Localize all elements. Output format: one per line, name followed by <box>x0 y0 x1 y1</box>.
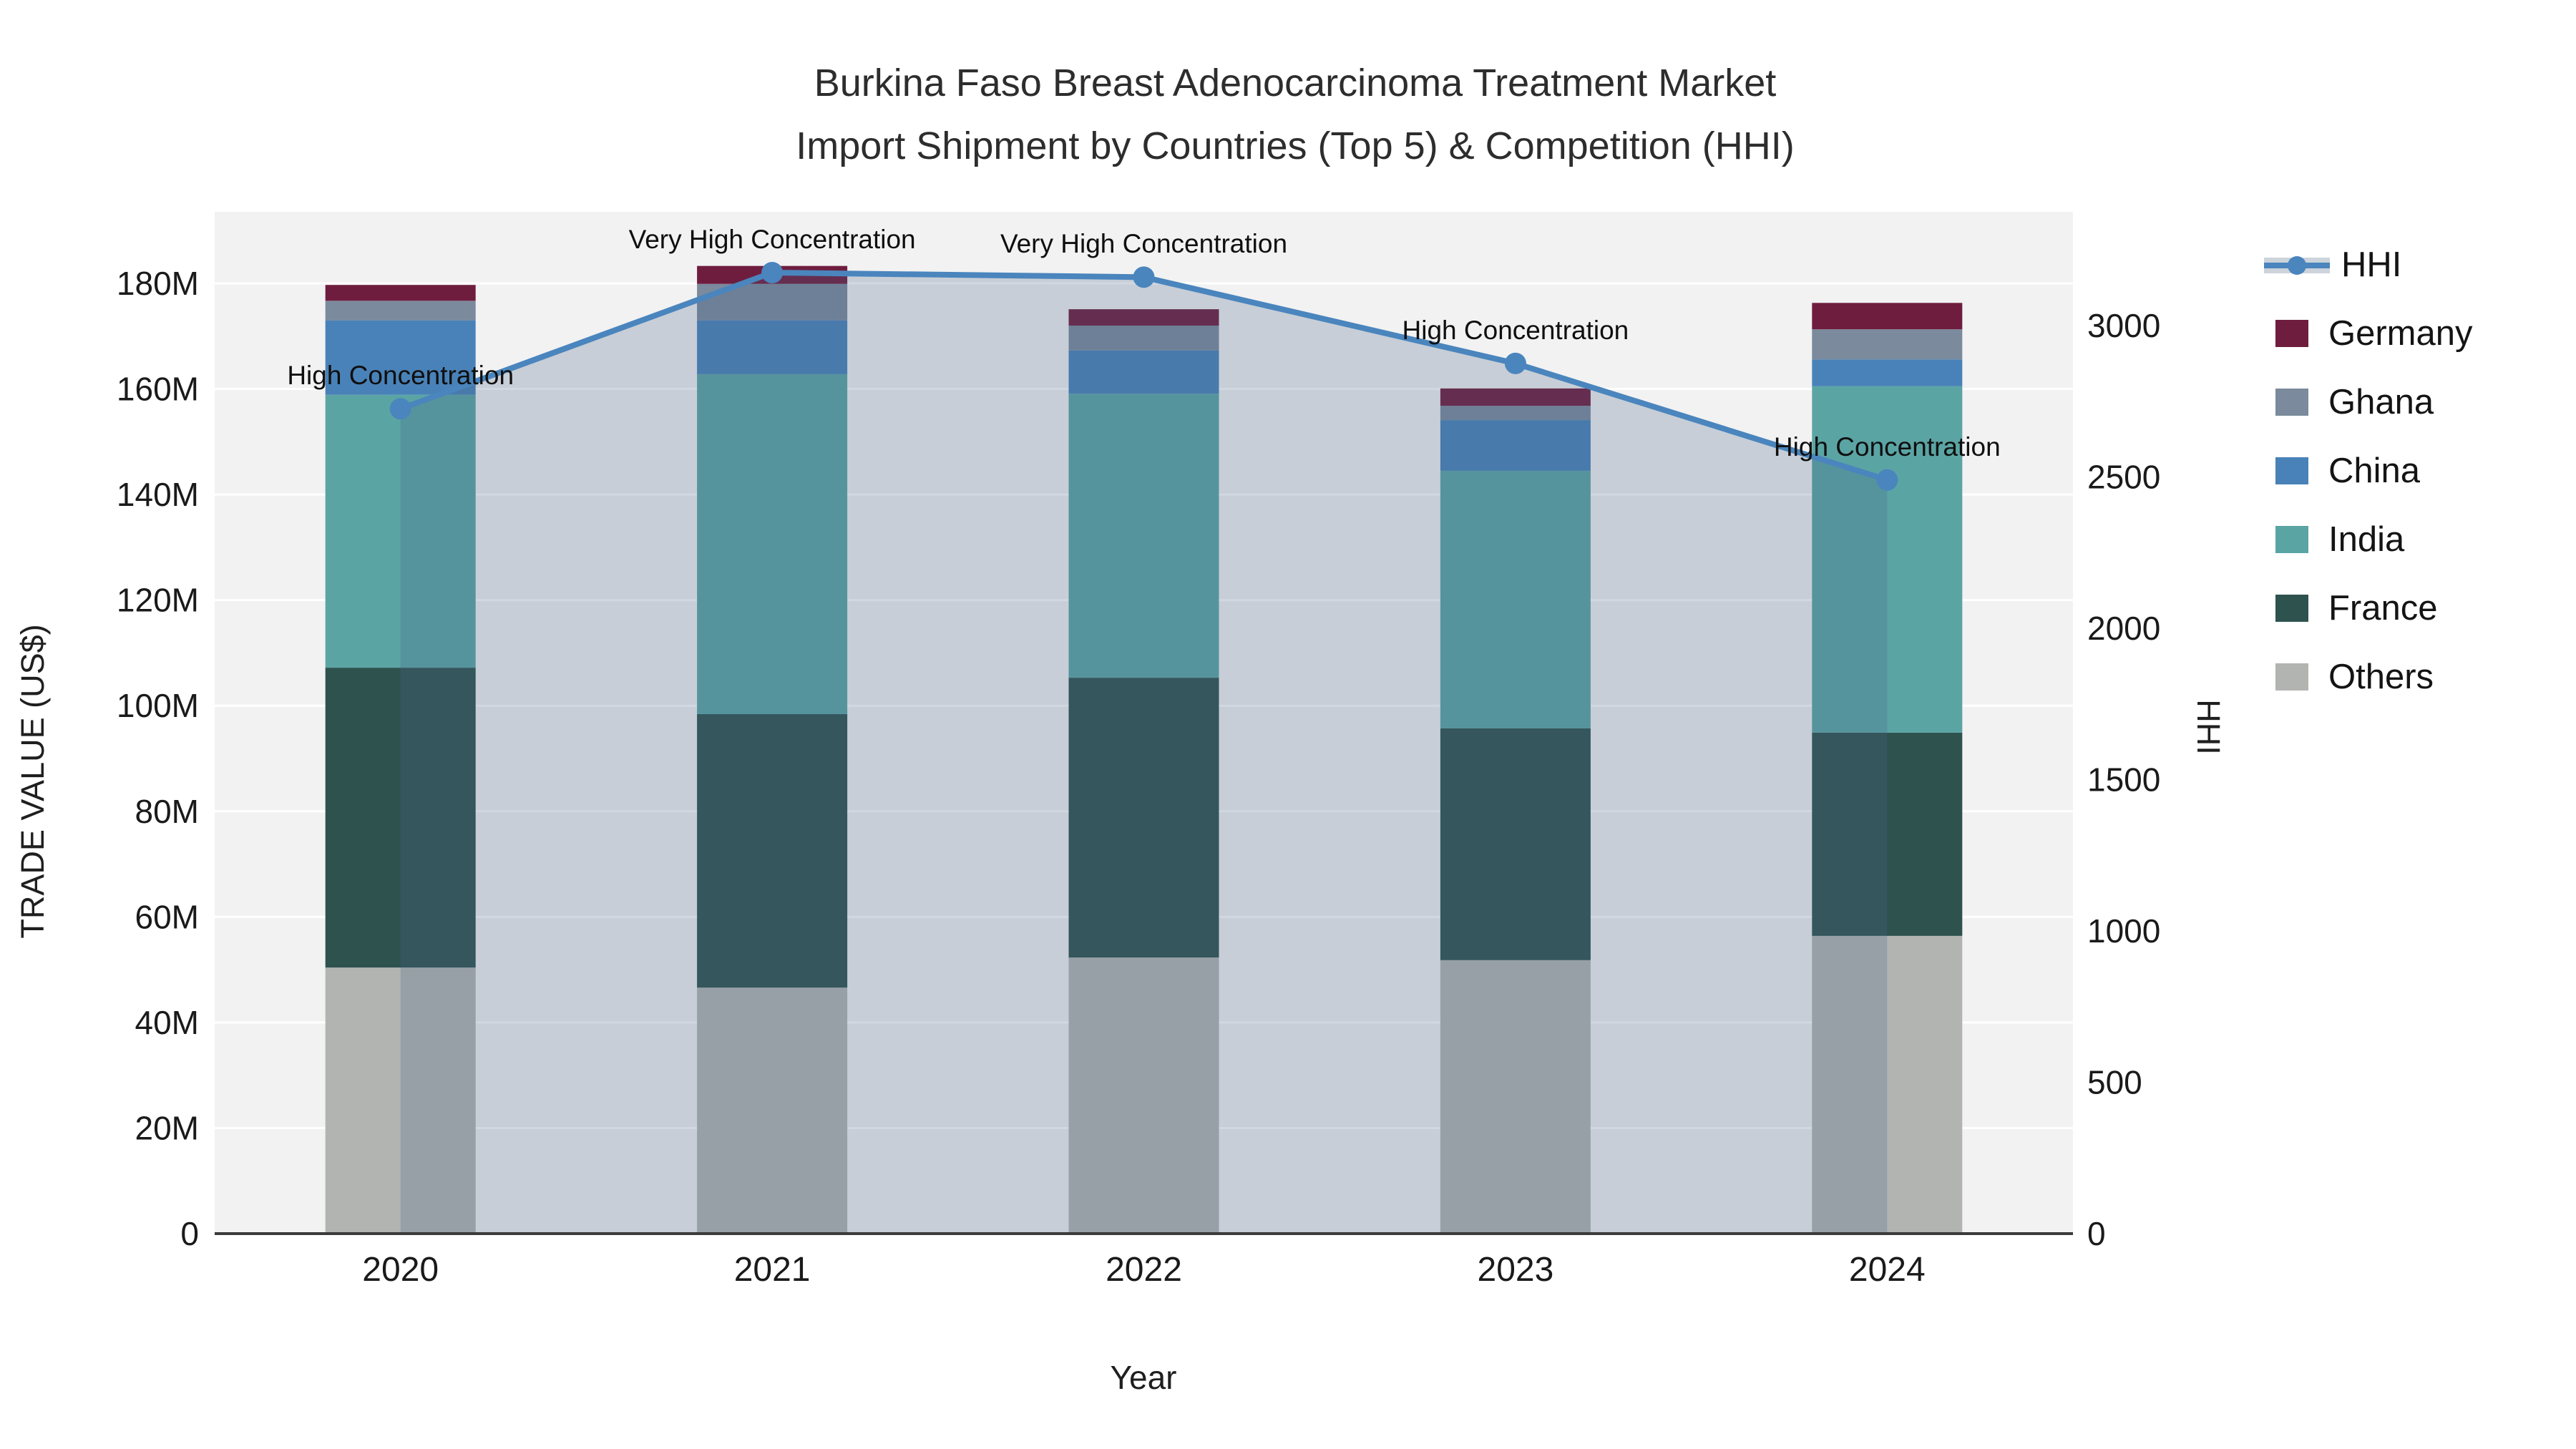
hhi-line-icon <box>2264 251 2330 278</box>
y-left-tick-label: 40M <box>135 1004 199 1041</box>
y-right-tick-label: 0 <box>2087 1215 2106 1252</box>
bar-segment-france-2023[interactable] <box>1440 728 1591 960</box>
y-left-tick-label: 140M <box>117 476 199 513</box>
bar-segment-france-2024[interactable] <box>1812 732 1963 936</box>
bar-segment-china-2024[interactable] <box>1812 359 1963 386</box>
legend-item-china[interactable]: China <box>2275 436 2473 505</box>
chart-title-line2: Import Shipment by Countries (Top 5) & C… <box>796 125 1795 167</box>
annotation-2021: Very High Concentration <box>628 224 916 254</box>
x-axis-title: Year <box>1110 1359 1177 1396</box>
x-tick-label-2024: 2024 <box>1849 1251 1926 1289</box>
bar-segment-india-2023[interactable] <box>1440 470 1591 728</box>
hhi-marker-2024[interactable] <box>1876 469 1898 491</box>
bar-segment-others-2020[interactable] <box>325 967 476 1234</box>
bar-segment-france-2022[interactable] <box>1068 678 1219 958</box>
legend-label-india: India <box>2328 520 2405 559</box>
legend-label-ghana: Ghana <box>2328 383 2434 421</box>
y-right-tick-label: 1000 <box>2087 912 2160 950</box>
legend-item-ghana[interactable]: Ghana <box>2275 368 2473 436</box>
bar-segment-france-2020[interactable] <box>325 668 476 968</box>
bar-segment-others-2021[interactable] <box>697 987 848 1234</box>
legend-swatch-ghana <box>2275 389 2308 416</box>
y-left-tick-label: 120M <box>117 582 199 619</box>
y-left-tick-label: 160M <box>117 371 199 408</box>
bar-segment-france-2021[interactable] <box>697 714 848 988</box>
annotation-2024: High Concentration <box>1773 431 2001 462</box>
bar-segment-germany-2024[interactable] <box>1812 303 1963 330</box>
legend: HHI Germany Ghana China India France Others <box>2264 230 2473 711</box>
chart-title: Burkina Faso Breast Adenocarcinoma Treat… <box>508 52 2082 177</box>
bar-segment-india-2020[interactable] <box>325 394 476 668</box>
bar-segment-ghana-2024[interactable] <box>1812 329 1963 360</box>
bar-segment-others-2023[interactable] <box>1440 960 1591 1234</box>
y-left-tick-label: 60M <box>135 898 199 935</box>
hhi-marker-2021[interactable] <box>761 261 784 283</box>
x-tick-label-2020: 2020 <box>362 1251 439 1289</box>
legend-item-india[interactable]: India <box>2275 505 2473 574</box>
annotation-2020: High Concentration <box>287 361 514 391</box>
legend-label-germany: Germany <box>2328 314 2473 353</box>
y-right-tick-label: 1500 <box>2087 761 2160 799</box>
legend-item-hhi[interactable]: HHI <box>2264 230 2473 299</box>
x-tick-label-2022: 2022 <box>1106 1251 1182 1289</box>
bar-segment-china-2020[interactable] <box>325 320 476 395</box>
chart-title-line1: Burkina Faso Breast Adenocarcinoma Treat… <box>814 62 1777 104</box>
y-left-tick-label: 0 <box>180 1215 199 1252</box>
hhi-marker-2023[interactable] <box>1504 352 1526 374</box>
y-right-tick-label: 3000 <box>2087 307 2160 344</box>
y-right-tick-label: 500 <box>2087 1064 2142 1101</box>
bar-segment-india-2022[interactable] <box>1068 394 1219 678</box>
legend-label-hhi: HHI <box>2341 245 2402 284</box>
bar-segment-china-2022[interactable] <box>1068 350 1219 394</box>
bar-segment-others-2022[interactable] <box>1068 957 1219 1234</box>
y-left-tick-label: 20M <box>135 1109 199 1146</box>
bar-segment-ghana-2023[interactable] <box>1440 406 1591 421</box>
bar-segment-germany-2020[interactable] <box>325 285 476 301</box>
hhi-marker-2022[interactable] <box>1133 266 1155 288</box>
bar-segment-germany-2022[interactable] <box>1068 309 1219 326</box>
bar-segment-india-2024[interactable] <box>1812 386 1963 733</box>
hhi-area-fill <box>400 272 1888 1234</box>
bar-segment-china-2023[interactable] <box>1440 420 1591 471</box>
legend-label-france: France <box>2328 589 2438 628</box>
bar-segment-ghana-2022[interactable] <box>1068 326 1219 351</box>
y-left-tick-label: 180M <box>117 265 199 302</box>
legend-swatch-india <box>2275 526 2308 553</box>
legend-label-china: China <box>2328 452 2421 490</box>
y-left-tick-label: 100M <box>117 687 199 724</box>
hhi-marker-2020[interactable] <box>389 398 411 420</box>
legend-swatch-france <box>2275 595 2308 622</box>
legend-item-germany[interactable]: Germany <box>2275 299 2473 368</box>
legend-swatch-others <box>2275 663 2308 691</box>
legend-item-france[interactable]: France <box>2275 574 2473 643</box>
bar-segment-china-2021[interactable] <box>697 320 848 374</box>
bar-segment-india-2021[interactable] <box>697 374 848 715</box>
legend-swatch-china <box>2275 457 2308 484</box>
bar-segment-ghana-2020[interactable] <box>325 301 476 321</box>
legend-item-others[interactable]: Others <box>2275 643 2473 711</box>
x-tick-label-2021: 2021 <box>734 1251 811 1289</box>
y-right-tick-label: 2000 <box>2087 610 2160 647</box>
annotation-2023: High Concentration <box>1402 315 1629 345</box>
annotation-2022: Very High Concentration <box>1000 229 1288 259</box>
bar-segment-others-2024[interactable] <box>1812 935 1963 1234</box>
x-tick-label-2023: 2023 <box>1478 1251 1554 1289</box>
legend-label-others: Others <box>2328 658 2434 696</box>
y-left-tick-label: 80M <box>135 793 199 830</box>
bar-segment-germany-2023[interactable] <box>1440 388 1591 406</box>
legend-swatch-germany <box>2275 320 2308 347</box>
y-right-tick-label: 2500 <box>2087 459 2160 496</box>
